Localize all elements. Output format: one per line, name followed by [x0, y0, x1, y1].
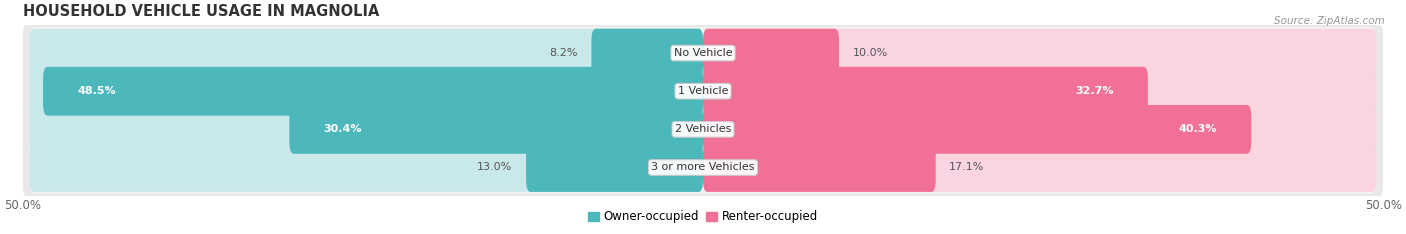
Text: 48.5%: 48.5%: [77, 86, 115, 96]
FancyBboxPatch shape: [30, 29, 703, 77]
FancyBboxPatch shape: [22, 23, 1384, 83]
Text: 40.3%: 40.3%: [1178, 124, 1218, 134]
Legend: Owner-occupied, Renter-occupied: Owner-occupied, Renter-occupied: [583, 205, 823, 228]
Text: 10.0%: 10.0%: [852, 48, 889, 58]
FancyBboxPatch shape: [703, 143, 935, 192]
FancyBboxPatch shape: [30, 105, 703, 154]
FancyBboxPatch shape: [30, 67, 703, 116]
FancyBboxPatch shape: [592, 29, 703, 77]
FancyBboxPatch shape: [44, 67, 703, 116]
FancyBboxPatch shape: [30, 142, 1376, 194]
Text: Source: ZipAtlas.com: Source: ZipAtlas.com: [1274, 16, 1385, 26]
Text: 3 or more Vehicles: 3 or more Vehicles: [651, 162, 755, 172]
FancyBboxPatch shape: [703, 67, 1376, 116]
FancyBboxPatch shape: [703, 105, 1251, 154]
Text: 2 Vehicles: 2 Vehicles: [675, 124, 731, 134]
FancyBboxPatch shape: [290, 105, 703, 154]
Text: 17.1%: 17.1%: [949, 162, 984, 172]
Text: HOUSEHOLD VEHICLE USAGE IN MAGNOLIA: HOUSEHOLD VEHICLE USAGE IN MAGNOLIA: [22, 4, 380, 19]
Text: 1 Vehicle: 1 Vehicle: [678, 86, 728, 96]
FancyBboxPatch shape: [703, 143, 1376, 192]
FancyBboxPatch shape: [703, 29, 839, 77]
FancyBboxPatch shape: [22, 62, 1384, 121]
FancyBboxPatch shape: [30, 103, 1376, 155]
FancyBboxPatch shape: [703, 29, 1376, 77]
FancyBboxPatch shape: [703, 67, 1147, 116]
Text: No Vehicle: No Vehicle: [673, 48, 733, 58]
FancyBboxPatch shape: [526, 143, 703, 192]
Text: 13.0%: 13.0%: [477, 162, 513, 172]
Text: 8.2%: 8.2%: [550, 48, 578, 58]
Text: 30.4%: 30.4%: [323, 124, 361, 134]
FancyBboxPatch shape: [30, 143, 703, 192]
FancyBboxPatch shape: [22, 138, 1384, 197]
FancyBboxPatch shape: [30, 27, 1376, 79]
FancyBboxPatch shape: [22, 100, 1384, 159]
FancyBboxPatch shape: [703, 105, 1376, 154]
Text: 32.7%: 32.7%: [1076, 86, 1114, 96]
FancyBboxPatch shape: [30, 65, 1376, 117]
